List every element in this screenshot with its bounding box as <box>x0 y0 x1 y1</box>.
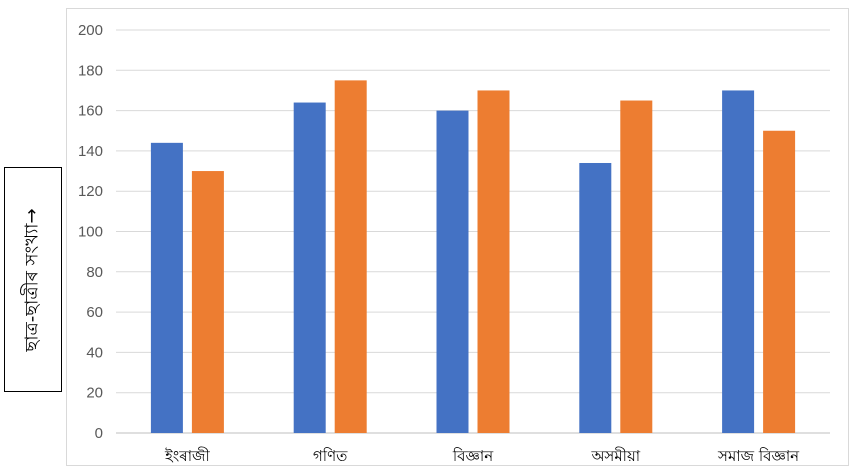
y-tick-label: 120 <box>78 183 103 200</box>
y-tick-label: 0 <box>95 425 103 442</box>
x-category-label: সমাজ বিজ্ঞান <box>717 447 800 465</box>
y-tick-label: 80 <box>86 264 103 281</box>
bar-series2 <box>620 100 653 434</box>
bar-series2 <box>763 130 796 433</box>
y-tick-label: 60 <box>86 304 103 321</box>
x-category-label: গণিত <box>313 447 348 465</box>
x-category-labels: ইংৰাজী গণিত বিজ্ঞান অসমীয়া সমাজ বিজ্ঞান <box>164 447 800 465</box>
y-tick-label: 180 <box>78 62 103 79</box>
gridlines <box>116 29 830 434</box>
bar-series2 <box>334 80 367 433</box>
bar-series2 <box>477 90 510 433</box>
bar-series1 <box>436 110 469 433</box>
y-tick-label: 40 <box>86 344 103 361</box>
bar-series1 <box>722 90 755 433</box>
y-tick-label: 140 <box>78 143 103 160</box>
x-category-label: বিজ্ঞান <box>452 447 494 465</box>
x-category-label: অসমীয়া <box>590 447 640 465</box>
bar-series1 <box>579 162 612 434</box>
bar-series1 <box>150 142 183 433</box>
bar-series2 <box>191 171 224 434</box>
bar-series1 <box>293 102 326 433</box>
x-category-label: ইংৰাজী <box>164 447 210 465</box>
y-tick-label: 200 <box>78 22 103 39</box>
y-tick-label: 100 <box>78 224 103 241</box>
chart-area <box>66 8 849 466</box>
y-tick-label: 160 <box>78 103 103 120</box>
bars <box>150 80 796 434</box>
y-tick-labels: 0 20 40 60 80 100 120 140 160 180 200 <box>78 22 103 442</box>
y-axis-label-box: ছাত্ৰ-ছাত্ৰীৰ সংখ্যা→ <box>4 167 62 392</box>
y-tick-label: 20 <box>86 385 103 402</box>
